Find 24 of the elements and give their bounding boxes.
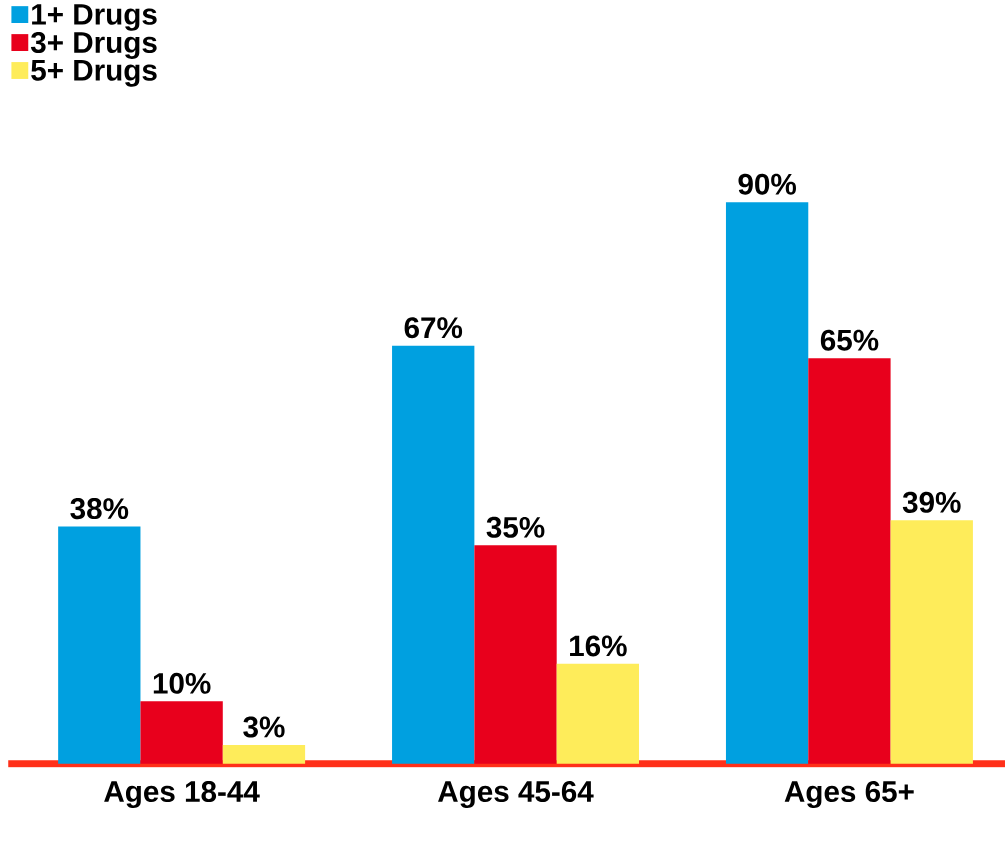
- bar: [140, 701, 223, 764]
- data-label: 16%: [570, 635, 627, 657]
- data-label: 35%: [486, 516, 545, 538]
- data-label: 3%: [243, 716, 285, 738]
- data-label: 67%: [404, 317, 463, 339]
- bar: [474, 545, 557, 764]
- bar: [556, 663, 640, 764]
- data-label: 39%: [902, 491, 961, 513]
- bar: [58, 526, 141, 764]
- data-label: 90%: [738, 173, 796, 195]
- bar: [725, 202, 809, 764]
- data-label: 65%: [820, 329, 879, 351]
- bar: [890, 520, 973, 764]
- legend-label: 5+ Drugs: [31, 60, 157, 87]
- bar: [808, 358, 891, 764]
- legend-label: 3+ Drugs: [30, 31, 157, 59]
- x-tick-label: Ages 65+: [784, 781, 914, 809]
- x-tick-label: Ages 18-44: [104, 781, 260, 809]
- data-label: 38%: [70, 498, 129, 520]
- data-label: 10%: [153, 672, 211, 694]
- legend-label: 1+ Drugs: [32, 4, 157, 31]
- bar: [392, 345, 475, 764]
- x-tick-label: Ages 45-64: [438, 781, 594, 809]
- bar: [222, 744, 306, 764]
